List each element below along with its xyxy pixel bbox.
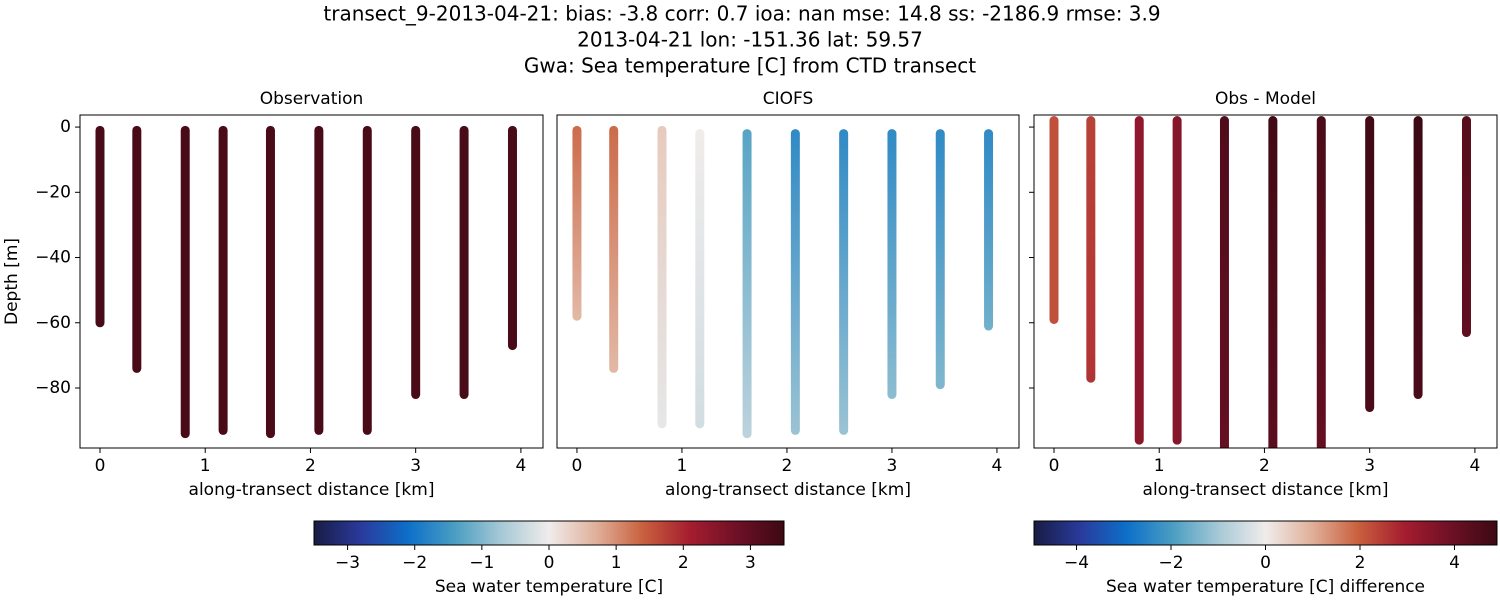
- x-tick-label: 3: [887, 456, 898, 476]
- profile: [218, 125, 228, 435]
- axes-frame: [556, 114, 1020, 449]
- plot-area: [1049, 116, 1471, 448]
- x-tick-label: 1: [200, 456, 211, 476]
- x-tick-label: 1: [677, 456, 688, 476]
- profile: [314, 125, 324, 435]
- profile: [507, 125, 517, 351]
- profile: [657, 125, 667, 429]
- colorbar-tick-label: −4: [1064, 553, 1089, 573]
- profile: [180, 125, 190, 439]
- x-tick-label: 0: [95, 456, 106, 476]
- colorbar-tick-label: −2: [1158, 553, 1183, 573]
- y-tick-label: 0: [60, 117, 71, 137]
- x-tick-label: 2: [1259, 456, 1270, 476]
- panel-title: Obs - Model: [1215, 89, 1316, 109]
- profile: [1219, 116, 1229, 448]
- x-axis-label: along-transect distance [km]: [189, 480, 435, 500]
- profile: [695, 129, 705, 429]
- profile: [887, 129, 897, 400]
- x-tick-label: 2: [782, 456, 793, 476]
- colorbar-label: Sea water temperature [C]: [435, 577, 663, 597]
- x-tick-label: 3: [410, 456, 421, 476]
- profile: [839, 129, 849, 435]
- colorbar-tick-label: 1: [611, 553, 622, 573]
- axes-frame: [79, 114, 544, 449]
- x-tick-label: 4: [992, 456, 1003, 476]
- profile: [411, 125, 421, 400]
- x-axis-label: along-transect distance [km]: [1143, 480, 1389, 500]
- colorbar: [1033, 520, 1498, 546]
- profile: [742, 129, 752, 439]
- colorbar-tick-label: −1: [469, 553, 494, 573]
- colorbar-tick-label: 3: [745, 553, 756, 573]
- colorbar-label: Sea water temperature [C] difference: [1106, 577, 1425, 597]
- profile: [459, 125, 469, 400]
- x-tick-label: 4: [1469, 456, 1480, 476]
- y-tick-label: −60: [35, 313, 71, 333]
- x-tick-label: 4: [515, 456, 526, 476]
- profile: [1086, 116, 1096, 383]
- profile: [265, 125, 275, 439]
- profile: [1134, 116, 1144, 445]
- profile: [1316, 116, 1326, 448]
- profile: [935, 129, 945, 390]
- suptitle-line: transect_9-2013-04-21: bias: -3.8 corr: …: [323, 2, 1160, 26]
- profile: [572, 125, 582, 321]
- x-tick-label: 0: [1049, 456, 1060, 476]
- profile: [1365, 116, 1375, 413]
- profile: [984, 129, 994, 331]
- plot-area: [95, 125, 517, 439]
- suptitle-line: Gwa: Sea temperature [C] from CTD transe…: [524, 54, 976, 78]
- y-tick-label: −80: [35, 378, 71, 398]
- y-tick-label: −40: [35, 248, 71, 268]
- colorbar-tick-label: −3: [335, 553, 360, 573]
- profile: [609, 125, 619, 373]
- profile: [1172, 116, 1182, 445]
- profile: [362, 125, 372, 435]
- x-tick-label: 3: [1364, 456, 1375, 476]
- colorbar: [313, 520, 785, 546]
- profile: [790, 129, 800, 435]
- profile: [1049, 116, 1059, 324]
- y-axis-label: Depth [m]: [2, 238, 22, 325]
- colorbar-tick-label: −2: [402, 553, 427, 573]
- axes-frame: [1033, 114, 1498, 449]
- x-tick-label: 1: [1154, 456, 1165, 476]
- x-tick-label: 0: [572, 456, 583, 476]
- suptitle-line: 2013-04-21 lon: -151.36 lat: 59.57: [577, 28, 923, 52]
- profile: [95, 125, 105, 328]
- colorbar-tick-label: 4: [1449, 553, 1460, 573]
- x-axis-label: along-transect distance [km]: [665, 480, 911, 500]
- colorbar-tick-label: 0: [1260, 553, 1271, 573]
- panel-title: CIOFS: [763, 89, 814, 109]
- colorbar-tick-label: 0: [544, 553, 555, 573]
- y-tick-label: −20: [35, 182, 71, 202]
- profile: [132, 125, 142, 373]
- suptitle: transect_9-2013-04-21: bias: -3.8 corr: …: [323, 2, 1160, 78]
- profile: [1268, 116, 1278, 448]
- profile: [1461, 116, 1471, 338]
- plot-area: [572, 125, 994, 439]
- profile: [1413, 116, 1423, 400]
- x-tick-label: 2: [305, 456, 316, 476]
- colorbar-tick-label: 2: [678, 553, 689, 573]
- colorbar-tick-label: 2: [1355, 553, 1366, 573]
- panel-title: Observation: [260, 89, 364, 109]
